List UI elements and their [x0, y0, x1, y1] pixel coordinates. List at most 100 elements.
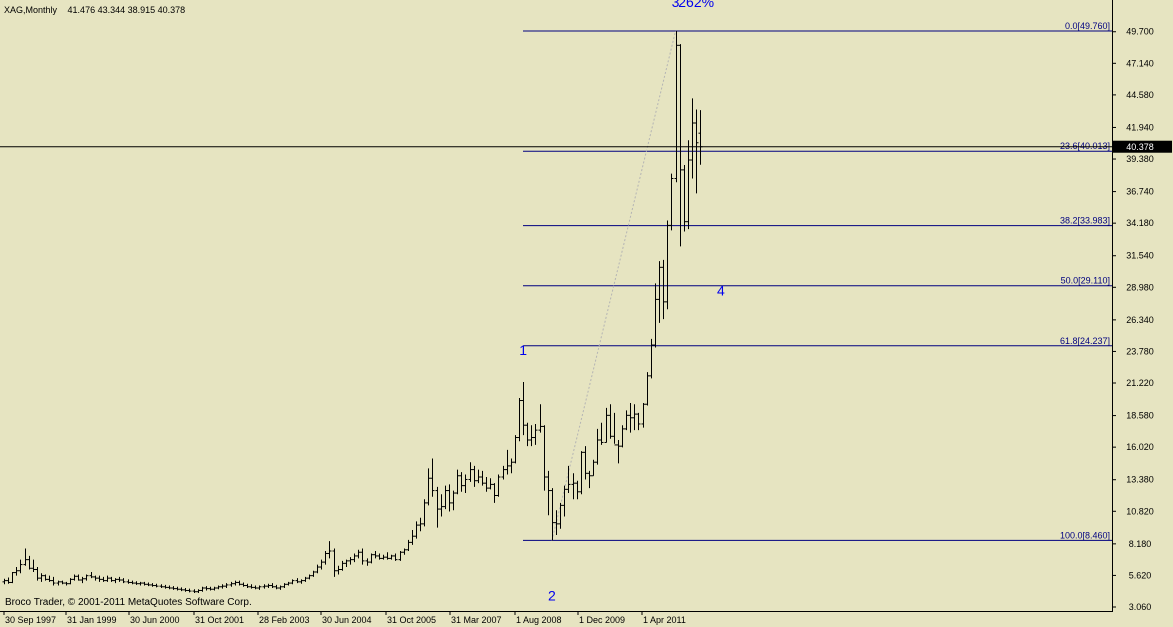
- ohlc-bar: [89, 571, 94, 579]
- ohlc-bar: [521, 382, 526, 436]
- ohlc-bar: [121, 578, 126, 584]
- wave-label: 3: [672, 0, 680, 10]
- current-price-group: 40.378: [0, 140, 1172, 153]
- ohlc-bar: [76, 574, 81, 581]
- ohlc-bar: [35, 567, 40, 581]
- ohlc-bar: [200, 586, 205, 592]
- y-tick-label: 13.380: [1126, 475, 1154, 485]
- ohlc-bar: [179, 587, 184, 592]
- ohlc-bar: [60, 580, 65, 585]
- wave-label: 2: [548, 587, 556, 603]
- ohlc-bar: [393, 553, 398, 561]
- y-tick-label: 31.540: [1126, 251, 1154, 261]
- ohlc-bar: [10, 571, 15, 584]
- ohlc-bar: [27, 555, 32, 570]
- ohlc-bar: [23, 548, 28, 566]
- ohlc-bar: [39, 573, 44, 582]
- ohlc-bar: [274, 584, 279, 590]
- ohlc-bar: [406, 539, 411, 552]
- ohlc-bar: [410, 530, 415, 545]
- ohlc-bar: [105, 575, 110, 582]
- ohlc-bar: [266, 583, 271, 589]
- ohlc-bar: [616, 439, 621, 464]
- ohlc-bar: [2, 578, 7, 585]
- y-tick-label: 36.740: [1126, 187, 1154, 197]
- ohlc-bar: [72, 574, 77, 581]
- ohlc-bar: [476, 469, 481, 484]
- ohlc-bar: [212, 586, 217, 591]
- ohlc-bar: [674, 31, 679, 183]
- y-tick-label: 44.580: [1126, 90, 1154, 100]
- fib-level-label: 100.0[8.460]: [1060, 530, 1110, 540]
- y-tick-label: 5.620: [1129, 570, 1152, 580]
- chart-header: XAG,Monthly 41.476 43.344 38.915 40.378: [4, 5, 185, 15]
- ohlc-bar: [385, 552, 390, 560]
- wave-label: 262%: [678, 0, 714, 10]
- ohlc-bar: [253, 585, 258, 590]
- ohlc-bar: [538, 404, 543, 433]
- ohlc-bar: [196, 589, 201, 593]
- current-price-marker: [1112, 140, 1172, 153]
- y-tick-label: 18.580: [1126, 411, 1154, 421]
- fib-level-label: 50.0[29.110]: [1061, 276, 1110, 286]
- ohlc-bar: [208, 586, 213, 591]
- trend-line-segment[interactable]: [551, 30, 677, 541]
- ohlc-bar: [220, 584, 225, 589]
- ohlc-bar: [68, 578, 73, 585]
- fib-level-label: 61.8[24.237]: [1060, 336, 1110, 346]
- ohlc-bar: [645, 372, 650, 406]
- ohlc-bar: [183, 588, 188, 592]
- x-tick-label: 31 Jan 1999: [67, 615, 117, 625]
- ohlc-bar: [439, 494, 444, 517]
- y-tick-label: 8.180: [1129, 539, 1152, 549]
- ohlc-bar: [299, 579, 304, 584]
- wave-label: 4: [717, 283, 725, 299]
- ohlc-bar: [332, 548, 337, 577]
- ohlc-bar: [649, 338, 654, 379]
- ohlc-bar: [6, 577, 11, 584]
- ohlc-bar: [47, 575, 52, 582]
- ohlc-bar: [51, 576, 56, 586]
- ohlc-bar: [237, 580, 242, 586]
- ohlc-bar: [595, 428, 600, 465]
- ohlc-bar: [224, 583, 229, 589]
- y-tick-label: 41.940: [1126, 122, 1154, 132]
- y-tick-label: 23.780: [1126, 346, 1154, 356]
- ohlc-bar: [241, 582, 246, 587]
- ohlc-bar: [624, 410, 629, 431]
- ohlc-bar: [575, 480, 580, 500]
- y-tick-label: 3.060: [1129, 602, 1152, 612]
- ohlc-bar: [468, 462, 473, 482]
- ohlc-bar: [509, 458, 514, 474]
- ohlc-bar: [365, 558, 370, 566]
- ohlc-bar: [344, 559, 349, 568]
- ohlc-bar: [270, 583, 275, 589]
- ohlc-bar: [542, 425, 547, 491]
- ohlc-bar: [84, 574, 89, 581]
- ohlc-bar: [315, 564, 320, 574]
- ohlc-bar: [80, 576, 85, 584]
- ohlc-bar: [430, 458, 435, 497]
- ohlc-bar: [669, 173, 674, 231]
- ohlc-bar: [517, 398, 522, 442]
- ohlc-bar: [356, 549, 361, 559]
- ohlc-bar: [360, 548, 365, 565]
- ohlc-bar: [641, 402, 646, 428]
- trend-line[interactable]: [551, 30, 677, 541]
- ohlc-bar: [150, 583, 155, 587]
- ohlc-bar: [109, 576, 114, 582]
- x-tick-label: 31 Mar 2007: [451, 615, 502, 625]
- ohlc-bar: [463, 474, 468, 494]
- ohlc-bar: [101, 576, 106, 582]
- ohlc-bar: [632, 404, 637, 431]
- ohlc-bar: [389, 554, 394, 560]
- ohlc-bar: [336, 565, 341, 575]
- ohlc-bar: [422, 499, 427, 527]
- ohlc-bar: [583, 446, 588, 480]
- ohlc-bar: [31, 559, 36, 572]
- x-tick-label: 30 Jun 2000: [130, 615, 180, 625]
